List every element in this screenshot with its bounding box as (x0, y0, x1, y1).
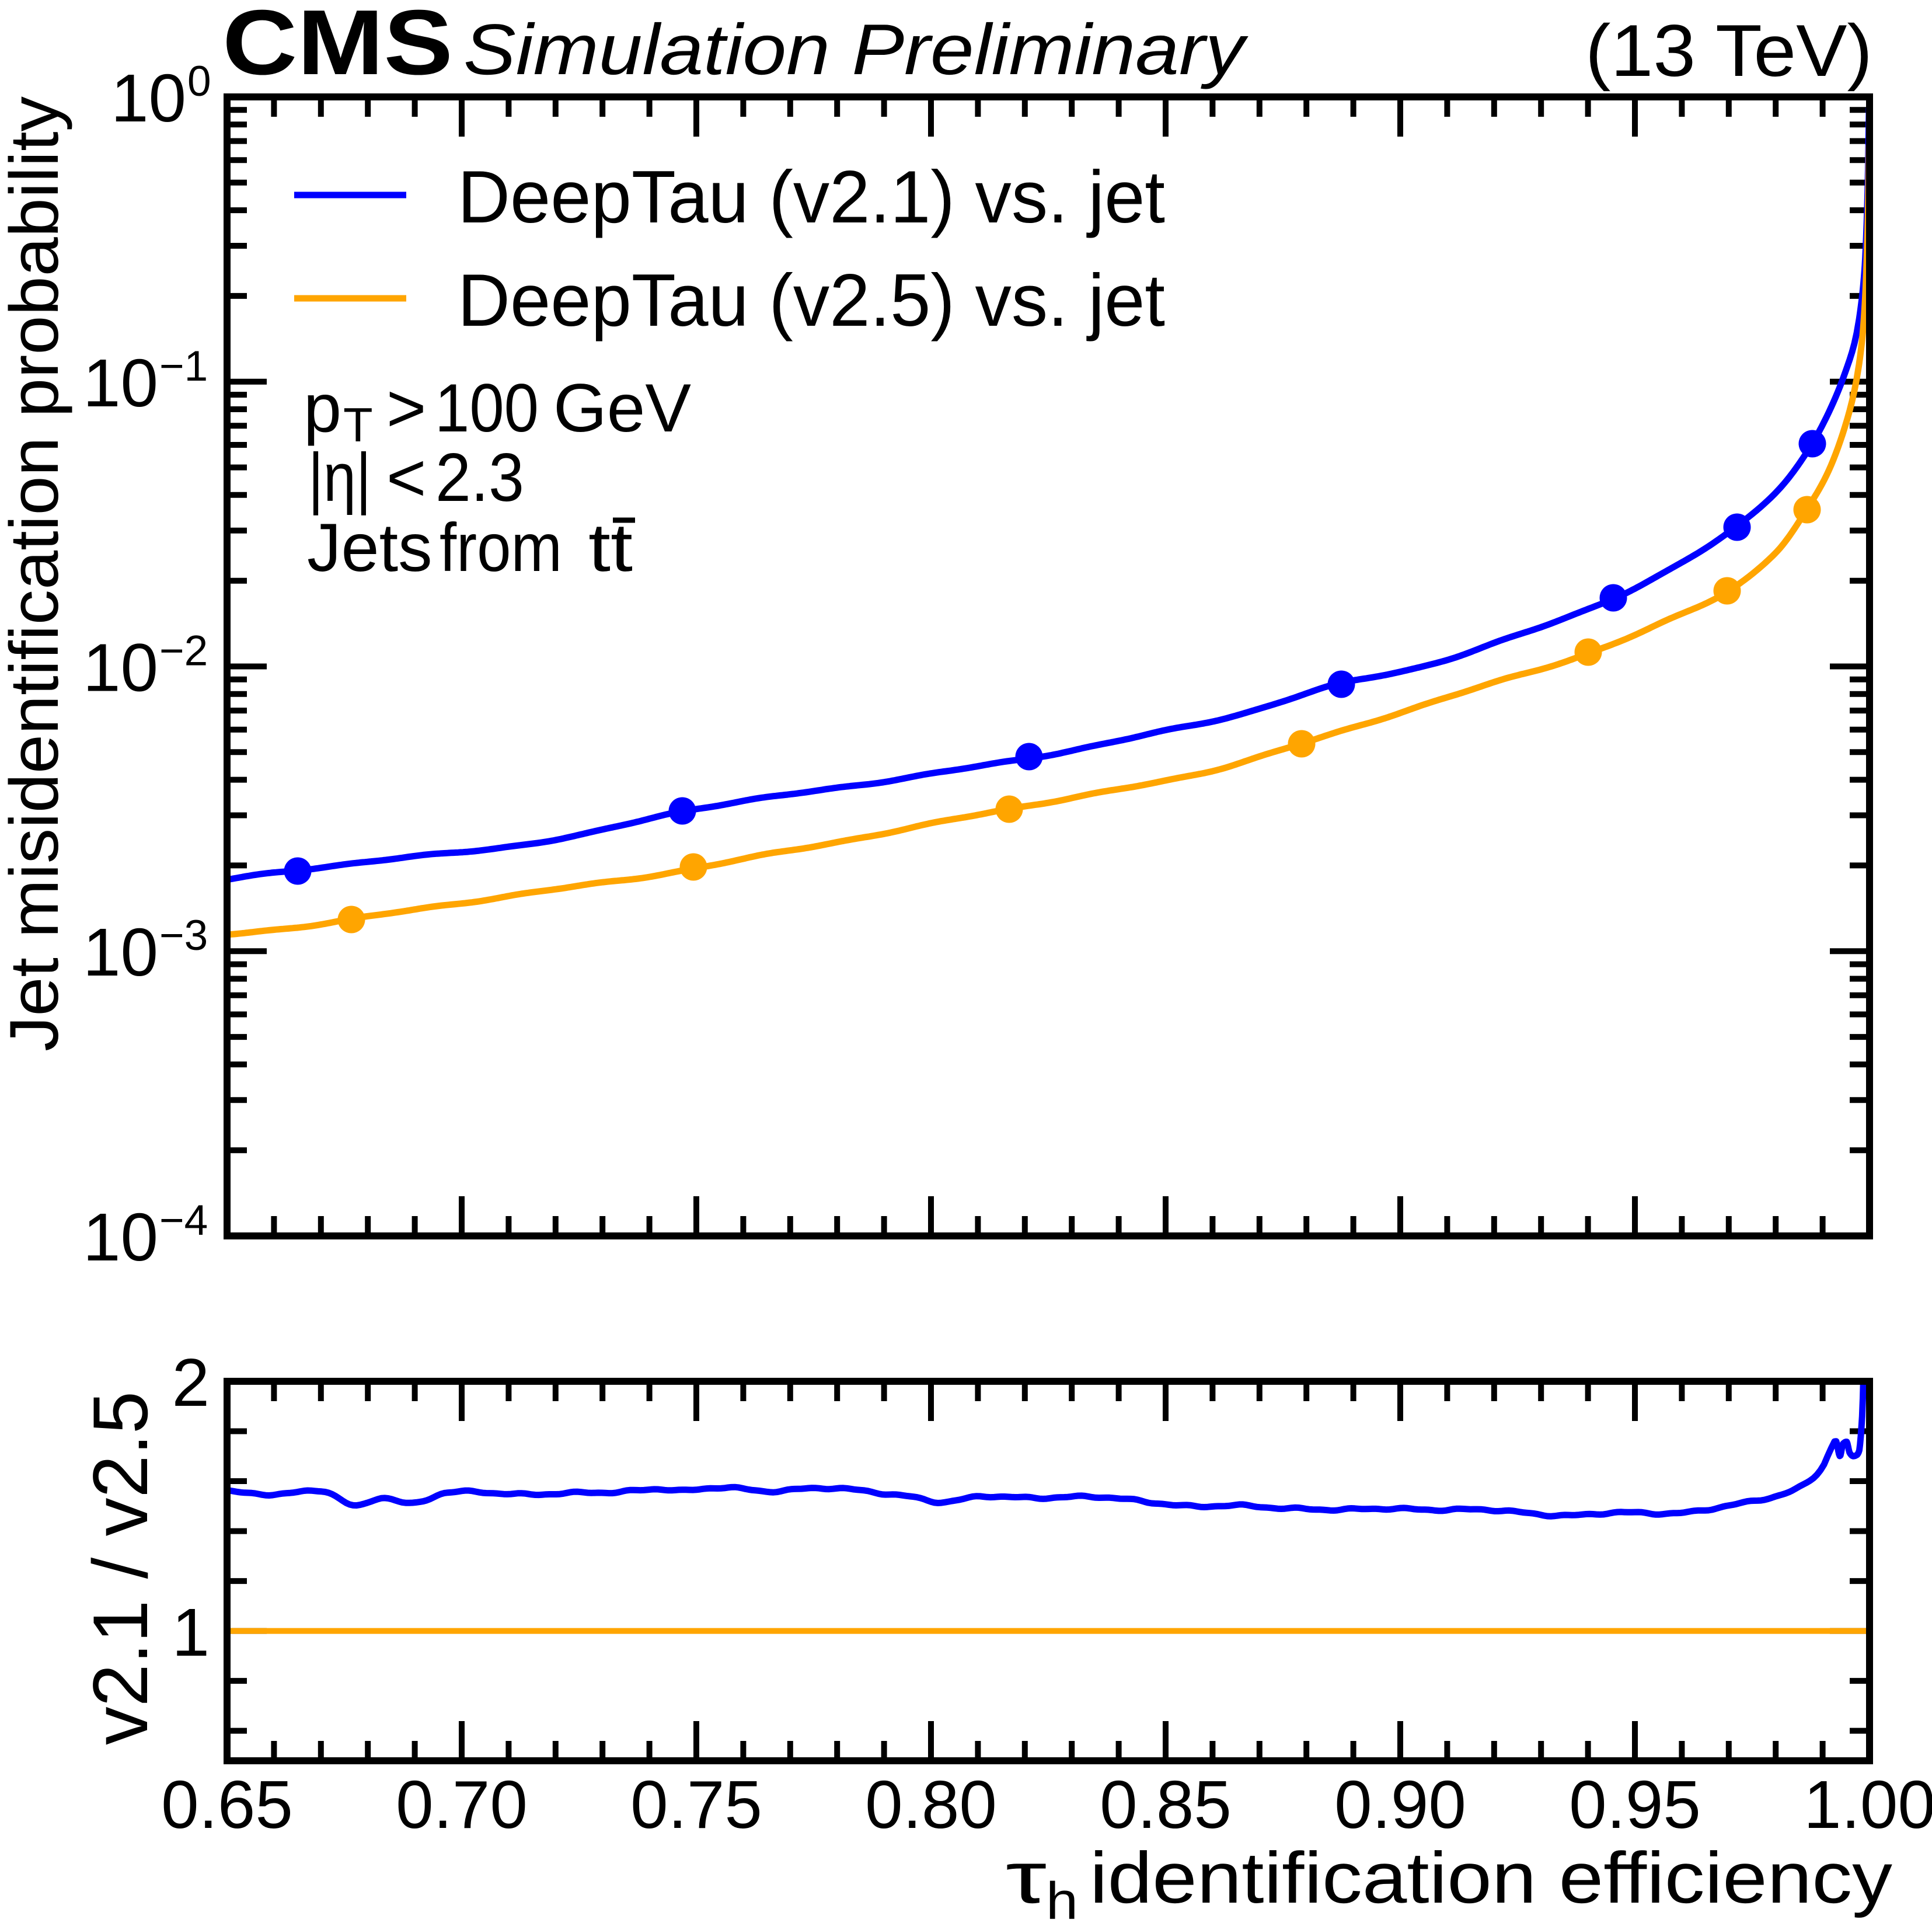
svg-text:identification efficiency: identification efficiency (1090, 1838, 1892, 1918)
svg-text:Jet misidentification probabil: Jet misidentification probability (0, 96, 73, 1051)
svg-text:100: 100 (435, 370, 539, 446)
svg-text:<: < (386, 439, 426, 516)
svg-text:0.90: 0.90 (1334, 1767, 1466, 1843)
svg-text:CMS: CMS (222, 0, 453, 94)
svg-text:GeV: GeV (553, 370, 691, 446)
svg-text:1.00: 1.00 (1804, 1767, 1932, 1843)
svg-text:p: p (304, 370, 341, 446)
svg-text:v2.1 / v2.5: v2.1 / v2.5 (78, 1391, 164, 1745)
svg-text:−4: −4 (159, 1197, 208, 1244)
svg-text:Simulation Preliminary: Simulation Preliminary (463, 10, 1249, 90)
svg-text:DeepTau (v2.1) vs. jet: DeepTau (v2.1) vs. jet (458, 155, 1165, 238)
svg-text:from: from (440, 509, 562, 586)
svg-text:−2: −2 (159, 628, 208, 675)
svg-text:0: 0 (187, 58, 211, 105)
svg-text:1: 1 (172, 1594, 210, 1670)
svg-text:0.70: 0.70 (396, 1767, 528, 1843)
svg-text:>: > (386, 370, 426, 446)
svg-text:τ: τ (1006, 1836, 1047, 1918)
svg-text:T: T (343, 398, 373, 452)
svg-text:Jets: Jets (307, 509, 433, 586)
svg-text:2.3: 2.3 (435, 439, 524, 516)
svg-text:0.80: 0.80 (865, 1767, 997, 1843)
svg-text:10: 10 (111, 60, 186, 136)
svg-text:DeepTau (v2.5) vs. jet: DeepTau (v2.5) vs. jet (458, 259, 1165, 342)
svg-text:−3: −3 (159, 912, 208, 959)
svg-text:h: h (1046, 1872, 1078, 1926)
svg-text:10: 10 (83, 630, 158, 706)
svg-text:|η|: |η| (308, 439, 371, 516)
svg-text:0.85: 0.85 (1100, 1767, 1232, 1843)
svg-text:10: 10 (83, 345, 158, 421)
svg-text:0.75: 0.75 (630, 1767, 762, 1843)
svg-text:−1: −1 (159, 343, 208, 390)
svg-text:10: 10 (83, 914, 158, 990)
svg-text:2: 2 (172, 1345, 210, 1420)
svg-text:0.65: 0.65 (161, 1767, 293, 1843)
svg-text:0.95: 0.95 (1569, 1767, 1701, 1843)
svg-text:10: 10 (83, 1199, 158, 1275)
svg-text:(13 TeV): (13 TeV) (1585, 9, 1872, 92)
